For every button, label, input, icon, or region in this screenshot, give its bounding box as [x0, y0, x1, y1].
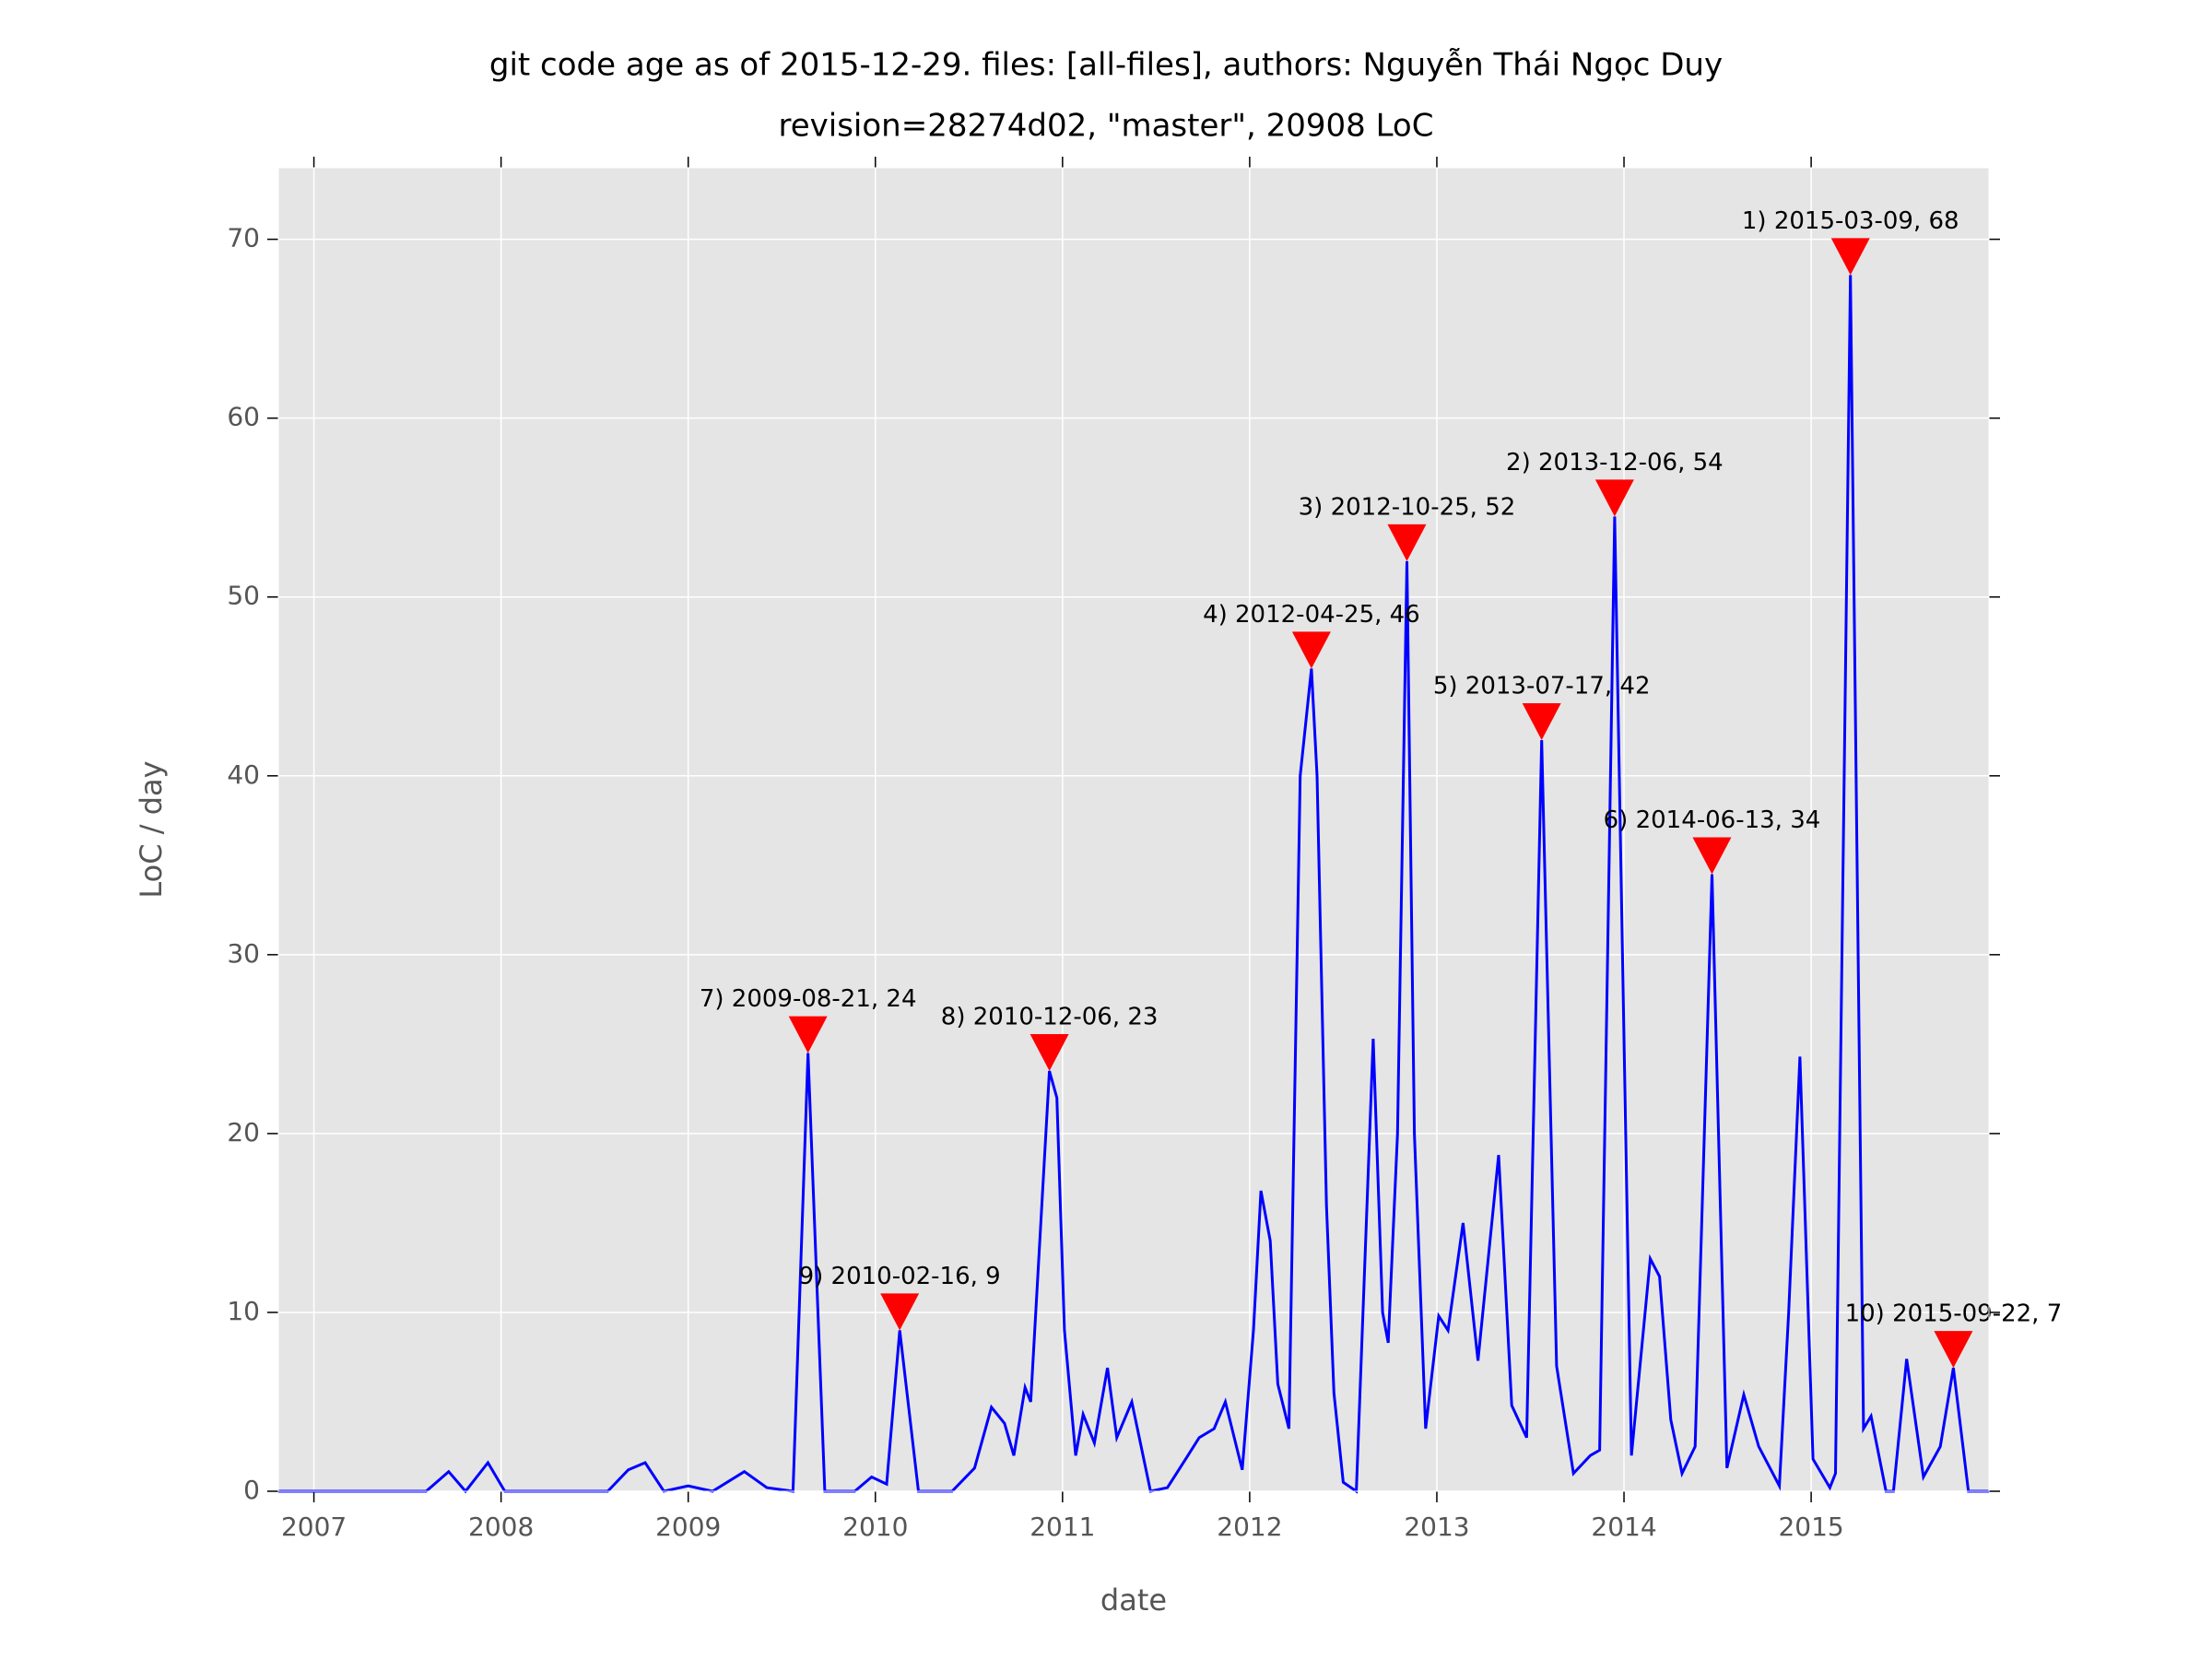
x-tick-label: 2007	[281, 1512, 347, 1542]
y-axis-label: LoC / day	[134, 760, 169, 898]
y-tick-label: 20	[227, 1117, 260, 1147]
x-tick-label: 2014	[1591, 1512, 1656, 1542]
annotation-label: 6) 2014-06-13, 34	[1604, 806, 1821, 834]
peak-marker	[1387, 524, 1427, 561]
peak-marker	[1291, 631, 1331, 669]
peak-marker	[1692, 837, 1732, 875]
annotation-label: 2) 2013-12-06, 54	[1506, 449, 1724, 477]
x-tick-label: 2013	[1404, 1512, 1469, 1542]
x-tick-label: 2010	[842, 1512, 908, 1542]
x-tick-label: 2008	[468, 1512, 534, 1542]
annotation-label: 5) 2013-07-17, 42	[1433, 672, 1651, 700]
peak-marker	[1830, 238, 1870, 276]
chart-title: git code age as of 2015-12-29. files: [a…	[489, 47, 1723, 84]
plot-background	[278, 168, 1989, 1491]
x-tick-label: 2011	[1030, 1512, 1095, 1542]
annotation-label: 7) 2009-08-21, 24	[700, 985, 917, 1013]
data-line	[278, 275, 1989, 1494]
x-tick-label: 2015	[1778, 1512, 1843, 1542]
y-tick-label: 10	[227, 1296, 260, 1326]
annotation-label: 3) 2012-10-25, 52	[1299, 493, 1516, 521]
annotation-label: 4) 2012-04-25, 46	[1203, 601, 1420, 629]
y-tick-label: 60	[227, 402, 260, 432]
chart-subtitle: revision=28274d02, "master", 20908 LoC	[779, 108, 1434, 145]
y-tick-label: 50	[227, 581, 260, 611]
peak-marker	[1934, 1331, 1973, 1369]
peak-marker	[1522, 702, 1561, 740]
peak-marker	[1594, 479, 1634, 517]
x-tick-label: 2012	[1217, 1512, 1282, 1542]
annotation-label: 8) 2010-12-06, 23	[941, 1003, 1159, 1030]
y-tick-label: 70	[227, 223, 260, 253]
annotation-label: 10) 2015-09-22, 7	[1845, 1300, 2063, 1328]
x-axis-label: date	[1100, 1583, 1167, 1618]
plot-frame	[277, 167, 1990, 1492]
x-tick-label: 2009	[655, 1512, 721, 1542]
peak-marker	[788, 1016, 828, 1053]
annotation-label: 1) 2015-03-09, 68	[1742, 207, 1959, 235]
y-tick-label: 30	[227, 938, 260, 969]
peak-marker	[1030, 1033, 1069, 1071]
y-tick-label: 40	[227, 759, 260, 790]
y-tick-label: 0	[243, 1475, 260, 1505]
annotation-label: 9) 2010-02-16, 9	[799, 1263, 1001, 1290]
peak-marker	[880, 1293, 920, 1331]
